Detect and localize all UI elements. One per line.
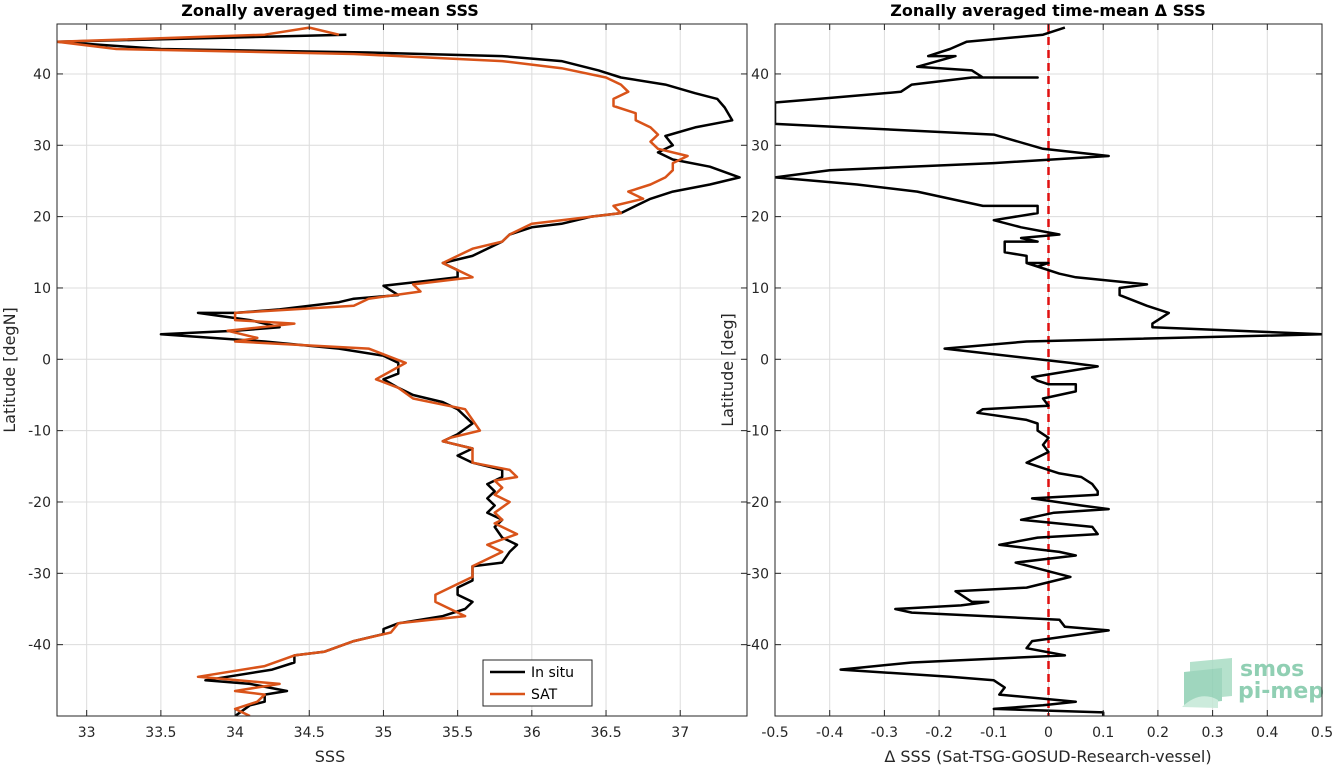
series-line-sat [57, 26, 689, 716]
y-tick-label: 10 [751, 281, 769, 297]
left-ticks: 33 33.5 34 34.5 35 35.5 36 36.5 37 -40 -30 -20 -10 0 1… [28, 24, 747, 741]
y-tick-label: -10 [746, 424, 769, 440]
logo-text-pimep: pi-mep [1238, 679, 1324, 704]
legend-label-insitu: In situ [531, 665, 574, 681]
y-tick-label: 20 [751, 210, 769, 226]
right-xlabel: Δ SSS (Sat-TSG-GOSUD-Research-vessel) [884, 747, 1211, 765]
y-tick-label: 40 [33, 67, 51, 83]
legend: In situ SAT [482, 659, 593, 707]
x-tick-label: 34.5 [294, 725, 325, 741]
right-title: Zonally averaged time-mean Δ SSS [890, 1, 1206, 20]
right-series [775, 26, 1322, 716]
x-tick-label: -0.1 [980, 725, 1007, 741]
y-tick-label: -20 [746, 495, 769, 511]
left-xlabel: SSS [315, 747, 345, 765]
y-tick-label: 0 [760, 352, 769, 368]
y-tick-label: 10 [33, 281, 51, 297]
left-ylabel: Latitude [degN] [0, 307, 19, 433]
logo-wave-front [1182, 696, 1218, 708]
y-tick-label: 30 [33, 138, 51, 154]
x-tick-label: -0.4 [816, 725, 843, 741]
x-tick-label: 0.3 [1201, 725, 1223, 741]
x-tick-label: 0.1 [1092, 725, 1114, 741]
y-tick-label: 0 [42, 352, 51, 368]
left-series [57, 26, 741, 716]
x-tick-label: 0 [1044, 725, 1053, 741]
legend-label-sat: SAT [531, 687, 558, 703]
right-ticks: -0.5 -0.4 -0.3 -0.2 -0.1 0 0.1 0.2 0.3 0.4 0.5 -40 -… [746, 24, 1333, 741]
x-tick-label: 0.4 [1256, 725, 1278, 741]
y-tick-label: 30 [751, 138, 769, 154]
x-tick-label: 33 [78, 725, 96, 741]
x-tick-label: -0.5 [761, 725, 788, 741]
series-line-in-situ [57, 33, 741, 716]
right-axes: smos pi-mep -0.5 -0.4 -0.3 -0.2 -0.1 0 0.1 0.2 0… [718, 1, 1333, 765]
y-tick-label: 40 [751, 67, 769, 83]
left-axes: 33 33.5 34 34.5 35 35.5 36 36.5 37 -40 -30 -20 -10 0 1… [0, 1, 748, 765]
series-line-delta-sss [775, 26, 1322, 716]
y-tick-label: -40 [28, 638, 51, 654]
y-tick-label: -10 [28, 424, 51, 440]
x-tick-label: 37 [671, 725, 689, 741]
y-tick-label: -20 [28, 495, 51, 511]
y-tick-label: 20 [33, 210, 51, 226]
left-grid [57, 24, 747, 716]
smos-pi-mep-logo: smos pi-mep [1182, 657, 1324, 708]
x-tick-label: 33.5 [145, 725, 176, 741]
y-tick-label: -30 [28, 566, 51, 582]
left-title: Zonally averaged time-mean SSS [181, 1, 479, 20]
y-tick-label: -30 [746, 566, 769, 582]
x-tick-label: 34 [226, 725, 244, 741]
x-tick-label: 35 [375, 725, 393, 741]
y-tick-label: -40 [746, 638, 769, 654]
x-tick-label: -0.3 [871, 725, 898, 741]
logo-text-smos: smos [1240, 657, 1304, 682]
x-tick-label: 0.5 [1311, 725, 1333, 741]
legend-box [482, 659, 593, 707]
x-tick-label: -0.2 [925, 725, 952, 741]
logo-wave-mid [1184, 668, 1222, 705]
left-axes-box [56, 23, 748, 717]
x-tick-label: 36 [523, 725, 541, 741]
x-tick-label: 35.5 [442, 725, 473, 741]
right-ylabel: Latitude [deg] [718, 313, 737, 427]
x-tick-label: 0.2 [1147, 725, 1169, 741]
left-plot-area [57, 24, 747, 716]
x-tick-label: 36.5 [590, 725, 621, 741]
